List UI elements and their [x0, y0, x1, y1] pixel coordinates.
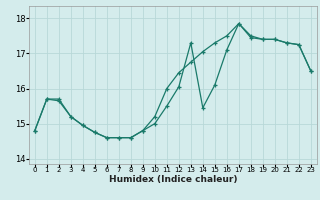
X-axis label: Humidex (Indice chaleur): Humidex (Indice chaleur) [108, 175, 237, 184]
